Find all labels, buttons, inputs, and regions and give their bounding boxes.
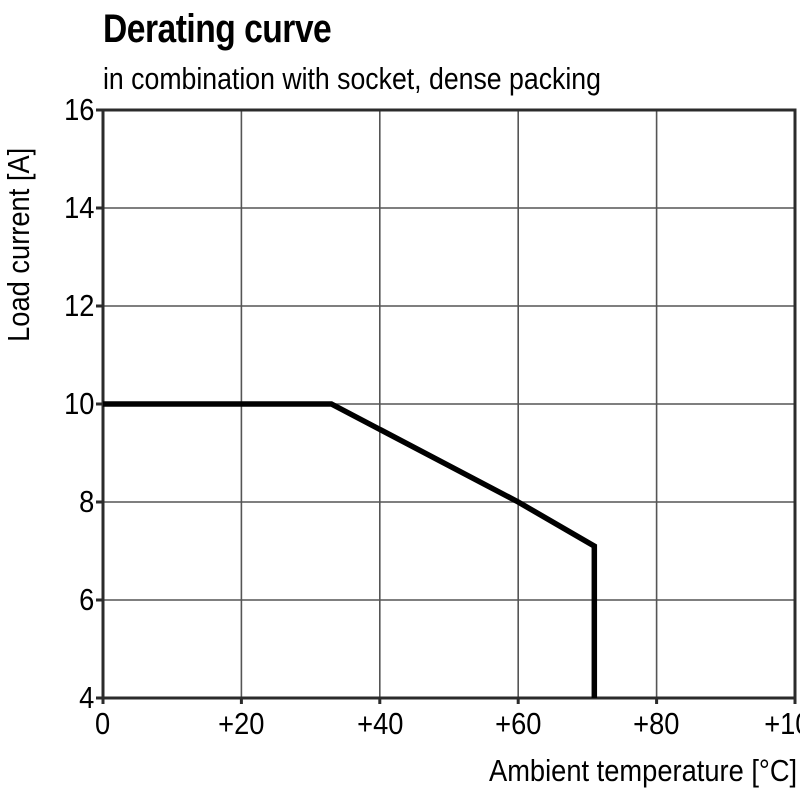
y-tick-label: 4 [20,682,94,713]
page-title: Derating curve [103,7,332,51]
y-tick-label-text: 6 [78,582,94,617]
y-tick-label-text: 16 [63,92,94,127]
x-tick-label-text: +40 [356,706,403,741]
y-tick-label-text: 4 [78,680,94,715]
x-tick-label: +100 [735,708,800,739]
y-tick-label: 6 [20,584,94,615]
x-tick-label: 0 [43,708,163,739]
y-tick-label-text: 10 [63,386,94,421]
x-tick-label-text: 0 [95,706,111,741]
x-tick-label: +60 [458,708,578,739]
y-tick-label: 10 [20,388,94,419]
y-tick-label: 16 [20,94,94,125]
y-tick-label: 8 [20,486,94,517]
y-tick-label: 14 [20,192,94,223]
x-tick-label-text: +80 [633,706,680,741]
x-tick-label: +20 [181,708,301,739]
x-tick-label-text: +100 [764,706,800,741]
derating-curve-line [103,401,598,698]
y-tick-label: 12 [20,290,94,321]
x-tick-label: +40 [320,708,440,739]
chart-subtitle: in combination with socket, dense packin… [103,61,601,96]
axis-ticks [96,108,797,704]
x-axis-label-text: Ambient temperature [°C] [488,753,797,788]
y-tick-label-text: 8 [78,484,94,519]
grid-lines [103,110,795,698]
x-tick-label-text: +20 [218,706,265,741]
x-tick-label-text: +60 [495,706,542,741]
x-axis-label: Ambient temperature [°C] [0,752,797,790]
y-tick-label-text: 12 [63,288,94,323]
x-tick-label: +80 [597,708,717,739]
y-tick-label-text: 14 [63,190,94,225]
